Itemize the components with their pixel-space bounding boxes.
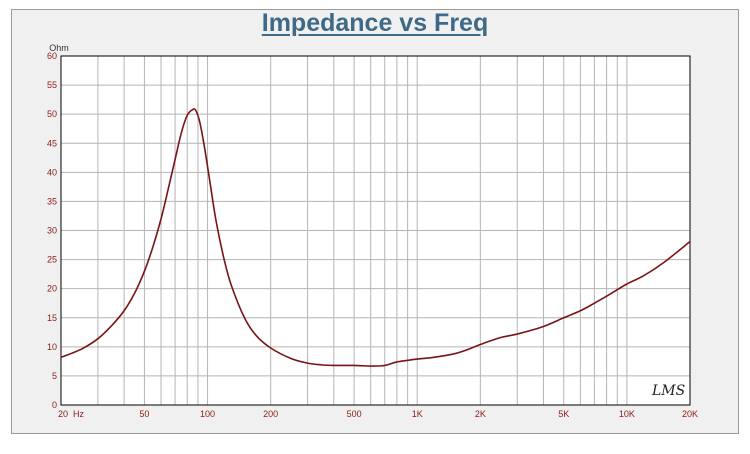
x-tick-label: 10K bbox=[619, 409, 635, 419]
y-tick-label: 60 bbox=[47, 51, 57, 61]
y-tick-label: 50 bbox=[47, 109, 57, 119]
y-tick-label: 40 bbox=[47, 167, 57, 177]
y-tick-label: 5 bbox=[52, 371, 57, 381]
y-tick-label: 15 bbox=[47, 313, 57, 323]
x-tick-label: 2K bbox=[475, 409, 486, 419]
y-tick-label: 55 bbox=[47, 80, 57, 90]
tick-labels: 0 5 10 15 20 25 30 35 40 45 50 55 60 20 Hz 50 100 200 500… bbox=[47, 51, 698, 419]
x-tick-label: 20 Hz bbox=[58, 409, 85, 419]
x-tick-label: 100 bbox=[200, 409, 215, 419]
y-tick-label: 10 bbox=[47, 342, 57, 352]
y-axis-unit-label: Ohm bbox=[49, 43, 69, 53]
x-tick-label: 500 bbox=[347, 409, 362, 419]
y-tick-label: 45 bbox=[47, 138, 57, 148]
x-tick-label: 5K bbox=[558, 409, 569, 419]
y-tick-label: 0 bbox=[52, 400, 57, 410]
x-tick-label: 1K bbox=[412, 409, 423, 419]
axes bbox=[60, 55, 691, 406]
x-tick-label: 50 bbox=[139, 409, 149, 419]
x-tick-label: 200 bbox=[263, 409, 278, 419]
y-tick-label: 35 bbox=[47, 196, 57, 206]
series-layer bbox=[60, 108, 691, 367]
plot-border bbox=[60, 55, 691, 406]
x-tick-label: 20K bbox=[682, 409, 698, 419]
impedance-curve bbox=[60, 108, 691, 367]
lms-watermark: LMS bbox=[651, 383, 685, 399]
chart-title: Impedance vs Freq bbox=[261, 9, 489, 37]
y-tick-label: 25 bbox=[47, 255, 57, 265]
y-tick-label: 20 bbox=[47, 284, 57, 294]
y-tick-label: 30 bbox=[47, 226, 57, 236]
